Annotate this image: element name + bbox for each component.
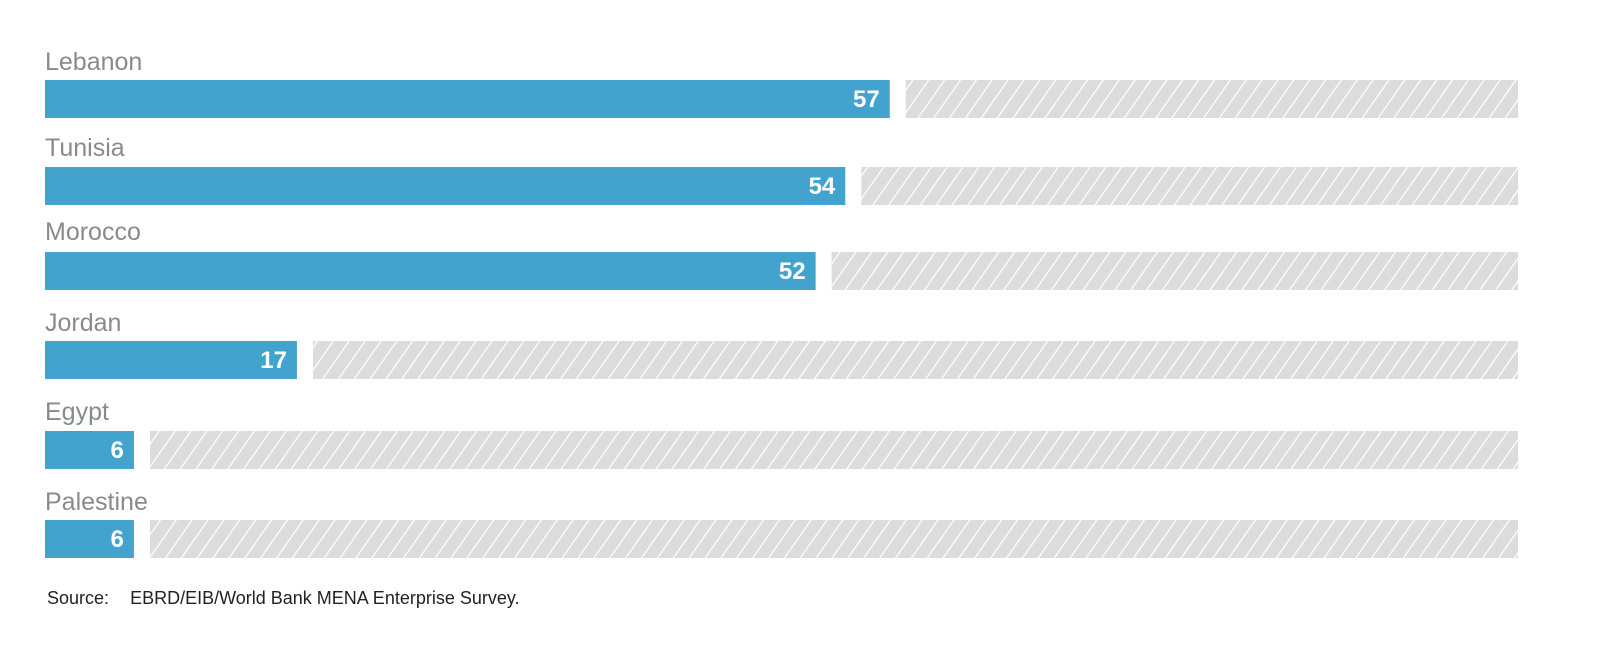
value-label: 6	[111, 526, 124, 553]
bar	[45, 431, 134, 469]
bar-row-tunisia: Tunisia 54	[45, 134, 1518, 205]
bar	[45, 252, 816, 290]
value-label: 6	[111, 437, 124, 464]
category-label: Jordan	[45, 309, 121, 337]
bar-remainder	[312, 341, 1519, 379]
bar	[45, 520, 134, 558]
value-label: 52	[779, 258, 806, 285]
bar-remainder	[149, 431, 1518, 469]
category-label: Morocco	[45, 218, 141, 246]
bar-remainder	[831, 252, 1518, 290]
bar-row-lebanon: Lebanon 57	[45, 48, 1518, 118]
source-note: Source: EBRD/EIB/World Bank MENA Enterpr…	[47, 588, 520, 609]
category-label: Tunisia	[45, 134, 125, 162]
source-label: Source:	[47, 588, 110, 608]
category-label: Lebanon	[45, 48, 142, 76]
bar-remainder	[861, 167, 1518, 205]
bar-row-jordan: Jordan 17	[45, 309, 1519, 379]
source-text: EBRD/EIB/World Bank MENA Enterprise Surv…	[130, 588, 520, 608]
value-label: 57	[853, 86, 880, 113]
value-label: 17	[260, 347, 287, 374]
bar-row-palestine: Palestine 6	[45, 488, 1518, 558]
category-label: Palestine	[45, 488, 148, 516]
bar-row-morocco: Morocco 52	[45, 218, 1518, 290]
bar-remainder	[149, 520, 1518, 558]
category-label: Egypt	[45, 398, 109, 426]
value-label: 54	[809, 173, 836, 200]
bar	[45, 341, 297, 379]
bar-remainder	[905, 80, 1518, 118]
bar	[45, 167, 846, 205]
bar	[45, 80, 890, 118]
